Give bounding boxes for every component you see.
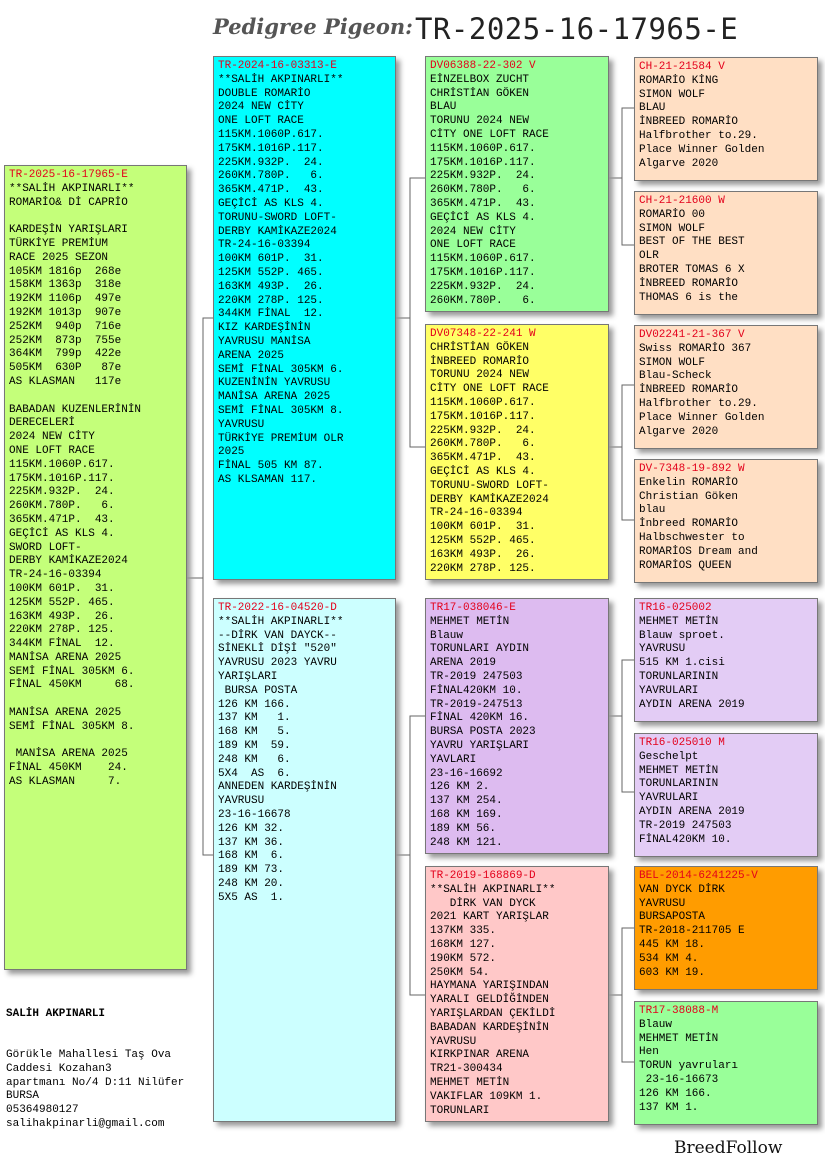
great-grandparent-details: MEHMET METİN Blauw sproet. YAVRUSU 515 K… xyxy=(639,615,745,711)
great-grandparent-card-6[interactable]: TR16-025010 M Geschelpt MEHMET METİN TOR… xyxy=(634,733,818,857)
sire-ring: TR-2024-16-03313-E xyxy=(218,60,337,72)
great-grandparent-ring: CH-21-21584 V xyxy=(639,61,725,73)
owner-address: Görükle Mahallesi Taş Ova Caddesi Kozaha… xyxy=(6,1048,185,1130)
great-grandparent-details: VAN DYCK DİRK YAVRUSU BURSAPOSTA TR-2018… xyxy=(639,883,745,979)
brand-logo-text: BreedFollow xyxy=(674,1138,783,1158)
sire-card[interactable]: TR-2024-16-03313-E **SALİH AKPINARLI** D… xyxy=(213,56,396,580)
dam-sire-ring: TR17-038046-E xyxy=(430,602,516,614)
dam-ring: TR-2022-16-04520-D xyxy=(218,602,337,614)
subject-ring: TR-2025-16-17965-E xyxy=(9,169,128,181)
great-grandparent-card-4[interactable]: DV-7348-19-892 W Enkelin ROMARİO Christi… xyxy=(634,459,818,583)
sire-sire-ring: DV06388-22-302 V xyxy=(430,60,536,72)
great-grandparent-details: Swiss ROMARİO 367 SIMON WOLF Blau-Scheck… xyxy=(639,342,765,438)
subject-pigeon-card[interactable]: TR-2025-16-17965-E **SALİH AKPINARLI** R… xyxy=(4,165,187,970)
sire-dam-card[interactable]: DV07348-22-241 W CHRİSTİAN GÖKEN İNBREED… xyxy=(425,324,609,580)
great-grandparent-details: ROMARİO KİNG SIMON WOLF BLAU İNBREED ROM… xyxy=(639,74,765,170)
great-grandparent-card-3[interactable]: DV02241-21-367 V Swiss ROMARİO 367 SIMON… xyxy=(634,325,818,449)
subject-details: **SALİH AKPINARLI** ROMARİO& Dİ CAPRİO K… xyxy=(9,182,142,789)
dam-card[interactable]: TR-2022-16-04520-D **SALİH AKPINARLI** -… xyxy=(213,598,396,1122)
sire-dam-ring: DV07348-22-241 W xyxy=(430,328,536,340)
great-grandparent-details: Geschelpt MEHMET METİN TORUNLARININ YAVR… xyxy=(639,750,745,846)
dam-details: **SALİH AKPINARLI** --DİRK VAN DAYCK-- S… xyxy=(218,615,344,904)
great-grandparent-details: Enkelin ROMARİO Christian Göken blau İnb… xyxy=(639,476,758,572)
dam-dam-card[interactable]: TR-2019-168869-D **SALİH AKPINARLI** DİR… xyxy=(425,866,609,1122)
dam-sire-details: MEHMET METİN Blauw TORUNLARI AYDIN ARENA… xyxy=(430,615,536,849)
great-grandparent-ring: DV-7348-19-892 W xyxy=(639,463,745,475)
sire-sire-card[interactable]: DV06388-22-302 V EİNZELBOX ZUCHT CHRİSTİ… xyxy=(425,56,609,312)
sire-sire-details: EİNZELBOX ZUCHT CHRİSTİAN GÖKEN BLAU TOR… xyxy=(430,73,549,307)
dam-dam-ring: TR-2019-168869-D xyxy=(430,870,536,882)
great-grandparent-ring: TR16-025002 xyxy=(639,602,712,614)
pedigree-label: Pedigree Pigeon: xyxy=(213,14,413,39)
great-grandparent-card-7[interactable]: BEL-2014-6241225-V VAN DYCK DİRK YAVRUSU… xyxy=(634,866,818,990)
pedigree-ring-number: TR-2025-16-17965-E xyxy=(415,12,739,46)
owner-info: SALİH AKPINARLI Görükle Mahallesi Taş Ov… xyxy=(6,980,184,1146)
great-grandparent-ring: BEL-2014-6241225-V xyxy=(639,870,758,882)
great-grandparent-ring: TR17-38088-M xyxy=(639,1005,719,1017)
dam-dam-details: **SALİH AKPINARLI** DİRK VAN DYCK 2021 K… xyxy=(430,883,556,1117)
great-grandparent-card-1[interactable]: CH-21-21584 V ROMARİO KİNG SIMON WOLF BL… xyxy=(634,57,818,181)
great-grandparent-ring: TR16-025010 M xyxy=(639,737,725,749)
owner-name: SALİH AKPINARLI xyxy=(6,1007,106,1020)
great-grandparent-card-5[interactable]: TR16-025002 MEHMET METİN Blauw sproet. Y… xyxy=(634,598,818,722)
great-grandparent-card-2[interactable]: CH-21-21600 W ROMARİO 00 SIMON WOLF BEST… xyxy=(634,191,818,315)
dam-sire-card[interactable]: TR17-038046-E MEHMET METİN Blauw TORUNLA… xyxy=(425,598,609,854)
great-grandparent-details: Blauw MEHMET METİN Hen TORUN yavruları 2… xyxy=(639,1018,739,1114)
great-grandparent-ring: CH-21-21600 W xyxy=(639,195,725,207)
great-grandparent-card-8[interactable]: TR17-38088-M Blauw MEHMET METİN Hen TORU… xyxy=(634,1001,818,1125)
sire-dam-details: CHRİSTİAN GÖKEN İNBREED ROMARİO TORUNU 2… xyxy=(430,341,549,575)
great-grandparent-details: ROMARİO 00 SIMON WOLF BEST OF THE BEST O… xyxy=(639,208,745,304)
great-grandparent-ring: DV02241-21-367 V xyxy=(639,329,745,341)
sire-details: **SALİH AKPINARLI** DOUBLE ROMARİO 2024 … xyxy=(218,73,344,486)
